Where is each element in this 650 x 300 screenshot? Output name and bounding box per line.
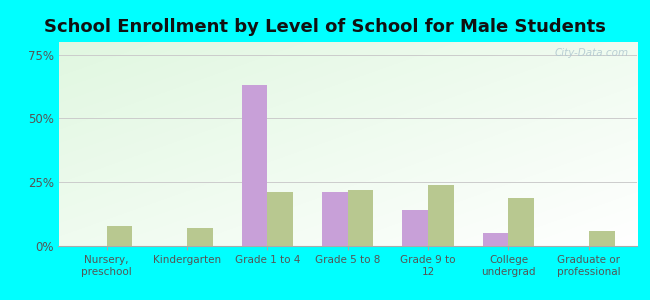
Text: School Enrollment by Level of School for Male Students: School Enrollment by Level of School for… [44, 18, 606, 36]
Bar [402, 210, 428, 246]
Bar [107, 226, 133, 246]
Bar [242, 85, 267, 246]
Text: City-Data.com: City-Data.com [554, 48, 629, 58]
Bar [348, 190, 374, 246]
Bar [483, 233, 508, 246]
Bar [187, 228, 213, 246]
Bar [428, 185, 454, 246]
Bar [267, 193, 293, 246]
Bar [508, 197, 534, 246]
Bar [322, 193, 348, 246]
Bar [589, 231, 614, 246]
